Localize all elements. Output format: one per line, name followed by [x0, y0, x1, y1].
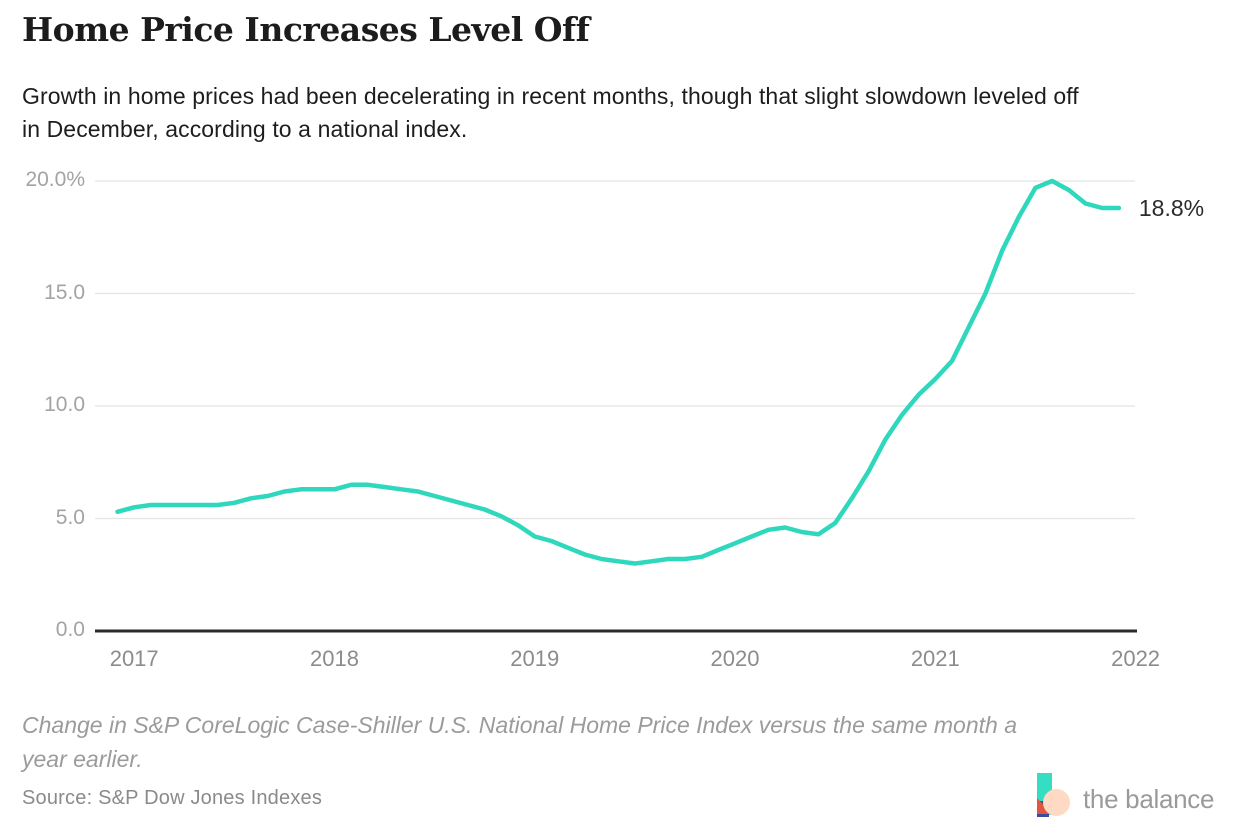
home-price-growth-line — [115, 178, 1122, 566]
x-tick-label: 2019 — [510, 646, 560, 671]
x-tick-label: 2021 — [910, 646, 960, 671]
page-subtitle: Growth in home prices had been decelerat… — [22, 83, 1079, 142]
x-tick-label: 2018 — [309, 646, 359, 671]
x-tick-label: 2017 — [109, 646, 159, 671]
y-tick-label: 20.0% — [25, 168, 85, 191]
thebalance-logo: the balance — [1035, 770, 1225, 826]
line-end-value-label: 18.8% — [1138, 195, 1205, 221]
y-tick-label: 5.0 — [55, 505, 85, 529]
x-tick-label: 2022 — [1111, 646, 1161, 671]
thebalance-logo-text: the balance — [1083, 784, 1215, 814]
chart-footnote: Change in S&P CoreLogic Case-Shiller U.S… — [22, 712, 1018, 772]
y-tick-label: 15.0 — [44, 280, 85, 304]
y-tick-label: 10.0 — [44, 393, 85, 416]
x-tick-label: 2020 — [710, 646, 760, 671]
source-credit: Source: S&P Dow Jones Indexes — [22, 787, 323, 809]
page-title: Home Price Increases Level Off — [22, 10, 590, 49]
y-tick-label: 0.0 — [55, 618, 85, 641]
thebalance-logo-icon — [1037, 773, 1070, 817]
